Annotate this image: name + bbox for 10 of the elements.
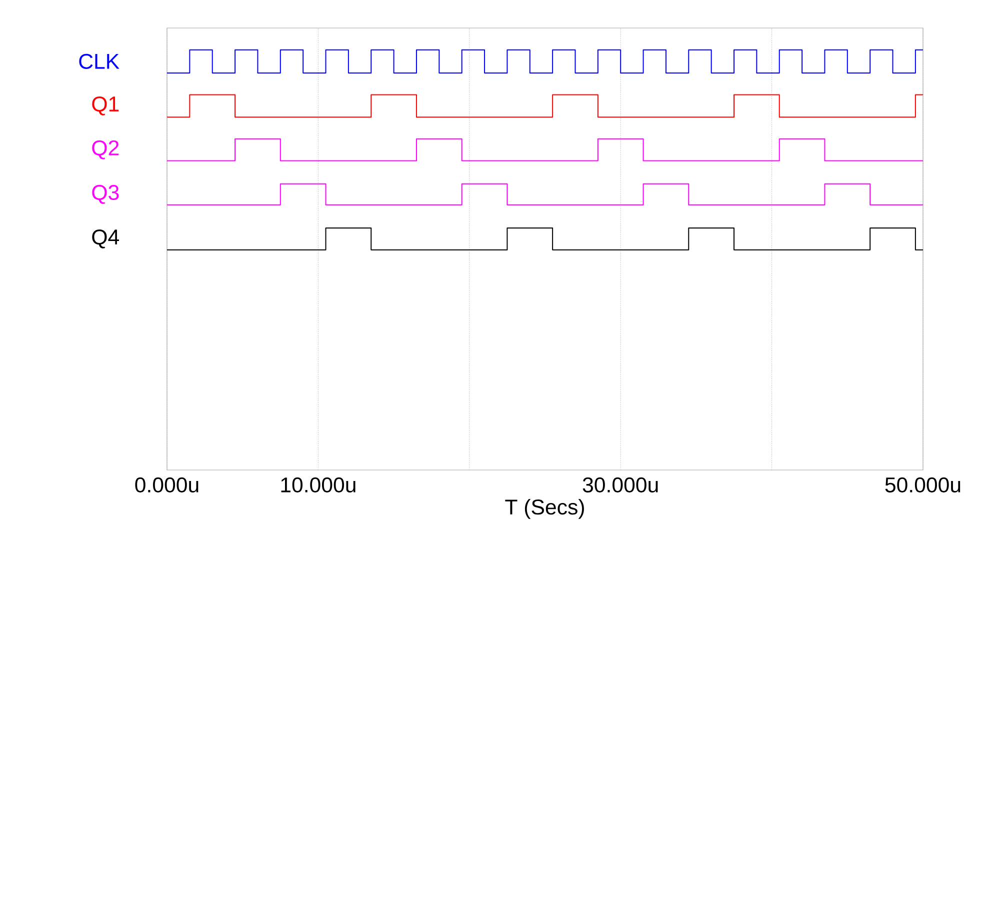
text: Q1 [92, 96, 119, 116]
x-tick-label: 0.000u [135, 477, 198, 492]
x-tick-label: 50.000u [885, 477, 960, 492]
text: Q2 [92, 140, 119, 160]
text: CLK [79, 54, 120, 69]
x-axis-title: T (Secs) [505, 498, 584, 519]
x-tick-label: 10.000u [281, 477, 356, 492]
text: Q4 [92, 229, 119, 248]
x-tick-label: 30.000u [582, 477, 658, 492]
text: Q3 [92, 184, 119, 204]
